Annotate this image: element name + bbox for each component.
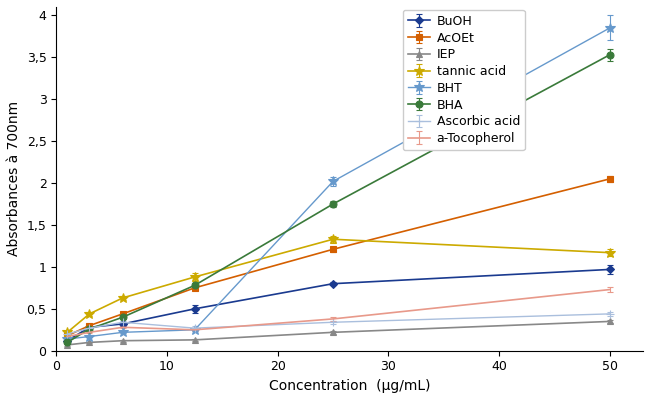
Legend: BuOH, AcOEt, IEP, tannic acid, BHT, BHA, Ascorbic acid, a-Tocopherol: BuOH, AcOEt, IEP, tannic acid, BHT, BHA,… [403,10,525,150]
Y-axis label: Absorbances à 700nm: Absorbances à 700nm [7,101,21,256]
X-axis label: Concentration  (µg/mL): Concentration (µg/mL) [269,379,430,393]
